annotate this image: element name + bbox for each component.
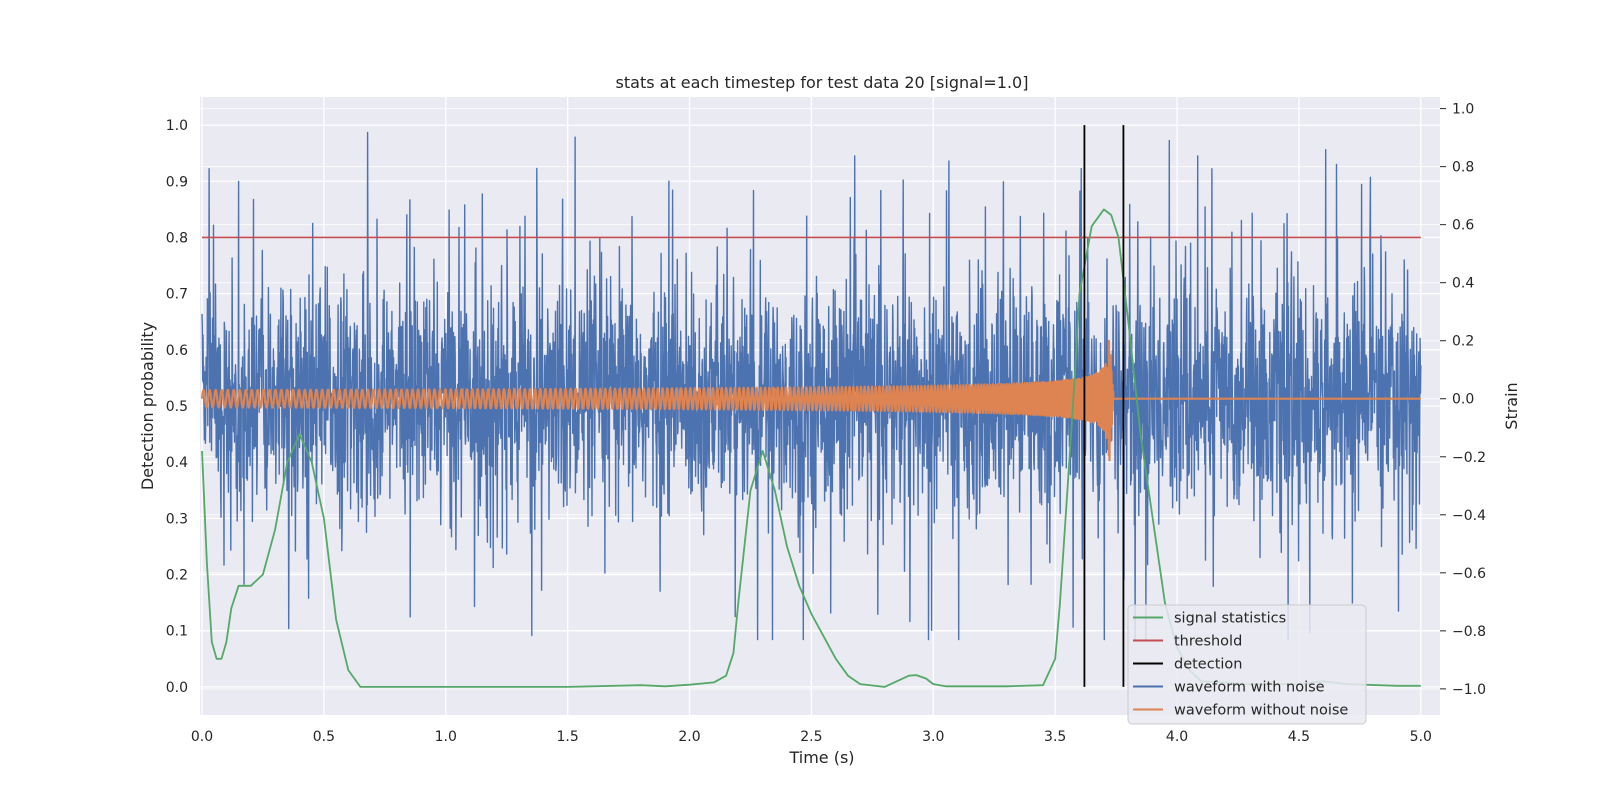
legend-label-waveform-with-noise: waveform with noise — [1174, 680, 1325, 696]
ticks-layer: 0.0 0.5 1.0 1.5 2.0 2.5 3.0 3.5 4.0 4.5 5.0 0.0 0.1 0… — [166, 102, 1486, 745]
x-tick-label: 0.0 — [191, 729, 213, 745]
legend-label-waveform-without-noise: waveform without noise — [1174, 703, 1348, 719]
x-tick-label: 1.0 — [435, 729, 457, 745]
y-tick-label: 0.5 — [166, 399, 188, 415]
x-axis-label: Time (s) — [788, 748, 854, 767]
y2-tick-label: 0.6 — [1452, 218, 1474, 234]
y-tick-label: 0.6 — [166, 343, 188, 359]
x-tick-label: 2.5 — [800, 729, 822, 745]
y2-tick-label: −0.8 — [1452, 624, 1486, 640]
y2-tick-label: −0.4 — [1452, 508, 1486, 524]
x-tick-label: 5.0 — [1410, 729, 1432, 745]
y2-tick-label: −0.2 — [1452, 450, 1486, 466]
y-tick-label: 1.0 — [166, 118, 188, 134]
y-tick-label: 0.3 — [166, 511, 188, 527]
y2-tick-label: 0.8 — [1452, 160, 1474, 176]
chart-title: stats at each timestep for test data 20 … — [616, 73, 1029, 92]
y-tick-label: 0.4 — [166, 455, 188, 471]
x-tick-label: 4.0 — [1166, 729, 1188, 745]
x-tick-label: 0.5 — [313, 729, 335, 745]
legend: signal statistics threshold detection wa… — [1127, 604, 1367, 725]
legend-label-threshold: threshold — [1174, 634, 1242, 650]
y-tick-label: 0.0 — [166, 680, 188, 696]
y2-tick-label: −1.0 — [1452, 682, 1486, 698]
y-tick-label: 0.9 — [166, 174, 188, 190]
y2-tick-label: 0.4 — [1452, 276, 1474, 292]
y2-tick-label: 0.2 — [1452, 334, 1474, 350]
y-tick-label: 0.7 — [166, 287, 188, 303]
x-tick-label: 2.0 — [678, 729, 700, 745]
x-tick-label: 3.5 — [1044, 729, 1066, 745]
legend-label-detection: detection — [1174, 657, 1242, 673]
x-tick-label: 3.0 — [922, 729, 944, 745]
waveform-without-noise-line — [200, 339, 1422, 462]
legend-box — [1127, 604, 1367, 725]
y2-tick-label: 0.0 — [1452, 392, 1474, 408]
series-layer — [200, 125, 1422, 688]
x-tick-label: 1.5 — [557, 729, 579, 745]
y-tick-label: 0.1 — [166, 624, 188, 640]
x-tick-label: 4.5 — [1288, 729, 1310, 745]
y2-tick-label: 1.0 — [1452, 102, 1474, 118]
y-tick-label: 0.2 — [166, 568, 188, 584]
signal-statistics-line — [201, 208, 1421, 688]
y2-axis-label: Strain — [1502, 382, 1521, 429]
y2-tick-label: −0.6 — [1452, 566, 1486, 582]
y-tick-label: 0.8 — [166, 230, 188, 246]
waveform-with-noise-line — [201, 131, 1422, 641]
y-axis-label: Detection probability — [138, 322, 157, 490]
legend-label-signal-statistics: signal statistics — [1174, 611, 1286, 627]
